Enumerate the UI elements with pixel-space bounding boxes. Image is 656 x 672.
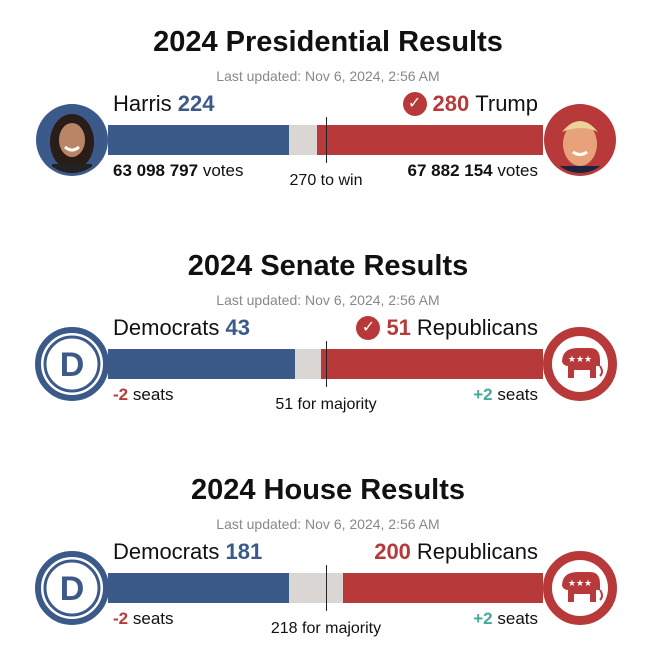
right-sub-value: +2	[473, 385, 493, 404]
right-sub-label: seats	[497, 609, 538, 628]
right-label: ✓ 280 Trump	[402, 91, 538, 117]
trump-photo	[542, 102, 618, 178]
winner-check-icon: ✓	[356, 316, 381, 340]
right-sub: 67 882 154 votes	[408, 161, 538, 181]
svg-text:★★★: ★★★	[568, 354, 592, 364]
right-count: 51	[386, 315, 411, 340]
undecided-bar	[289, 125, 317, 155]
section-title: 2024 Senate Results	[187, 250, 469, 282]
left-sub-value: 63 098 797	[113, 161, 199, 180]
right-name: Republicans	[416, 315, 538, 340]
left-name: Harris	[113, 91, 172, 116]
left-sub-label: seats	[132, 609, 174, 628]
rep-bar	[316, 125, 543, 155]
left-sub-label: votes	[202, 161, 244, 180]
left-sub-value: -2	[113, 385, 129, 404]
rep-bar	[321, 349, 543, 379]
results-section: 2024 Senate Results Last updated: Nov 6,…	[0, 224, 656, 448]
right-name: Republicans	[416, 539, 538, 564]
republican-elephant-icon: ★★★	[542, 550, 618, 626]
right-sub-label: votes	[497, 161, 538, 180]
dem-bar	[108, 573, 289, 603]
democrat-logo-icon: D	[34, 326, 110, 402]
undecided-bar	[289, 573, 343, 603]
results-section: 2024 House Results Last updated: Nov 6, …	[0, 448, 656, 672]
left-label: Democrats 181	[113, 539, 262, 565]
threshold-label: 270 to win	[289, 172, 363, 189]
right-label: ✓ 51 Republicans	[356, 315, 538, 341]
winner-check-icon: ✓	[402, 92, 427, 116]
undecided-bar	[295, 349, 322, 379]
left-sub: 63 098 797 votes	[113, 161, 243, 181]
threshold-line	[325, 117, 327, 163]
section-title: 2024 House Results	[190, 474, 465, 506]
left-name: Democrats	[113, 539, 220, 564]
left-sub-value: -2	[113, 609, 129, 628]
svg-text:★★★: ★★★	[568, 578, 592, 588]
rep-bar	[343, 573, 543, 603]
threshold-label: 218 for majority	[270, 620, 382, 637]
right-sub-value: 67 882 154	[407, 161, 493, 180]
right-sub-value: +2	[473, 609, 493, 628]
svg-text:D: D	[60, 346, 85, 384]
dem-bar	[108, 125, 290, 155]
right-sub: +2 seats	[473, 609, 538, 629]
left-count: 224	[177, 91, 215, 116]
last-updated: Last updated: Nov 6, 2024, 2:56 AM	[216, 292, 440, 308]
dem-bar	[108, 349, 296, 379]
right-sub: +2 seats	[473, 385, 538, 405]
left-sub-label: seats	[132, 385, 174, 404]
left-label: Democrats 43	[113, 315, 250, 341]
right-name: Trump	[475, 91, 538, 116]
last-updated: Last updated: Nov 6, 2024, 2:56 AM	[216, 516, 440, 532]
left-name: Democrats	[113, 315, 220, 340]
democrat-logo-icon: D	[34, 550, 110, 626]
section-title: 2024 Presidential Results	[153, 26, 503, 58]
right-label: 200 Republicans	[374, 539, 538, 565]
results-section: 2024 Presidential Results Last updated: …	[0, 0, 656, 224]
threshold-line	[325, 341, 327, 387]
left-count: 43	[225, 315, 250, 340]
right-count: 200	[374, 539, 411, 564]
left-sub: -2 seats	[113, 385, 174, 405]
left-label: Harris 224	[113, 91, 215, 117]
republican-elephant-icon: ★★★	[542, 326, 618, 402]
left-sub: -2 seats	[113, 609, 174, 629]
right-sub-label: seats	[497, 385, 538, 404]
right-count: 280	[432, 91, 470, 116]
harris-photo	[34, 102, 110, 178]
last-updated: Last updated: Nov 6, 2024, 2:56 AM	[216, 68, 440, 84]
svg-text:D: D	[60, 570, 85, 608]
left-count: 181	[225, 539, 263, 564]
threshold-label: 51 for majority	[275, 396, 377, 413]
threshold-line	[325, 565, 327, 611]
